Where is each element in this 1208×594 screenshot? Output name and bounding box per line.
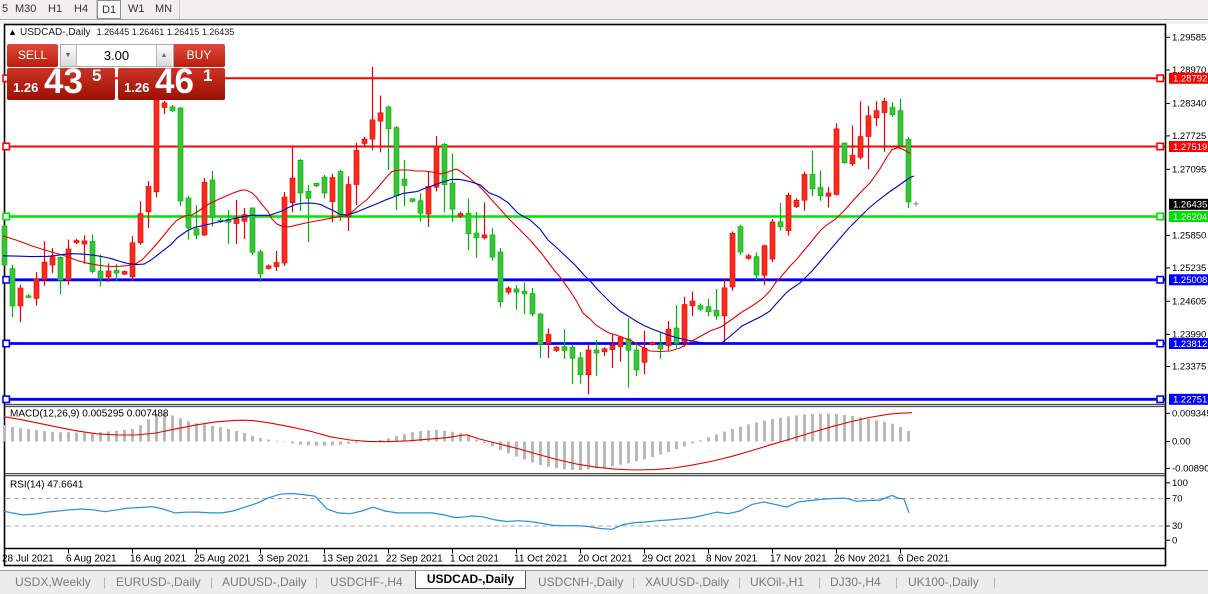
svg-text:RSI(14) 47.6641: RSI(14) 47.6641 (10, 480, 84, 491)
svg-text:22 Sep 2021: 22 Sep 2021 (386, 554, 443, 565)
svg-text:30: 30 (1172, 521, 1183, 532)
svg-text:28 Jul 2021: 28 Jul 2021 (2, 554, 54, 565)
svg-text:13 Sep 2021: 13 Sep 2021 (322, 554, 379, 565)
svg-text:1 Oct 2021: 1 Oct 2021 (450, 554, 499, 565)
svg-text:1.23990: 1.23990 (1172, 330, 1206, 341)
svg-text:0.009345: 0.009345 (1172, 409, 1208, 420)
svg-text:17 Nov 2021: 17 Nov 2021 (770, 554, 827, 565)
svg-text:8 Nov 2021: 8 Nov 2021 (706, 554, 758, 565)
svg-text:1.28340: 1.28340 (1172, 99, 1206, 110)
svg-text:1.27725: 1.27725 (1172, 131, 1206, 142)
svg-text:100: 100 (1172, 478, 1188, 489)
svg-text:1.28792: 1.28792 (1173, 74, 1207, 85)
svg-text:1.25235: 1.25235 (1172, 263, 1206, 274)
svg-text:1.24605: 1.24605 (1172, 297, 1206, 308)
svg-text:20 Oct 2021: 20 Oct 2021 (578, 554, 633, 565)
svg-text:1.22751: 1.22751 (1173, 395, 1207, 406)
svg-text:0.00: 0.00 (1172, 437, 1191, 448)
svg-text:1.26204: 1.26204 (1173, 212, 1207, 223)
svg-text:16 Aug 2021: 16 Aug 2021 (130, 554, 187, 565)
svg-text:11 Oct 2021: 11 Oct 2021 (514, 554, 568, 565)
svg-text:1.29585: 1.29585 (1172, 33, 1206, 44)
svg-text:1.25008: 1.25008 (1173, 275, 1207, 286)
svg-text:29 Oct 2021: 29 Oct 2021 (642, 554, 697, 565)
svg-text:1.23812: 1.23812 (1173, 339, 1207, 350)
svg-text:-0.008902: -0.008902 (1172, 464, 1208, 475)
svg-text:1.28970: 1.28970 (1172, 65, 1206, 76)
svg-text:1.25850: 1.25850 (1172, 231, 1206, 242)
svg-text:6 Dec 2021: 6 Dec 2021 (898, 554, 950, 565)
svg-text:25 Aug 2021: 25 Aug 2021 (194, 554, 251, 565)
svg-text:1.27095: 1.27095 (1172, 165, 1206, 176)
svg-text:1.23375: 1.23375 (1172, 362, 1206, 373)
svg-text:1.26435: 1.26435 (1173, 200, 1207, 211)
svg-text:1.27519: 1.27519 (1173, 142, 1207, 153)
svg-text:26 Nov 2021: 26 Nov 2021 (834, 554, 891, 565)
svg-text:3 Sep 2021: 3 Sep 2021 (258, 554, 310, 565)
svg-text:MACD(12,26,9) 0.005295 0.00748: MACD(12,26,9) 0.005295 0.007488 (10, 409, 169, 420)
svg-text:6 Aug 2021: 6 Aug 2021 (66, 554, 117, 565)
svg-text:0: 0 (1172, 535, 1177, 546)
svg-text:70: 70 (1172, 494, 1183, 505)
